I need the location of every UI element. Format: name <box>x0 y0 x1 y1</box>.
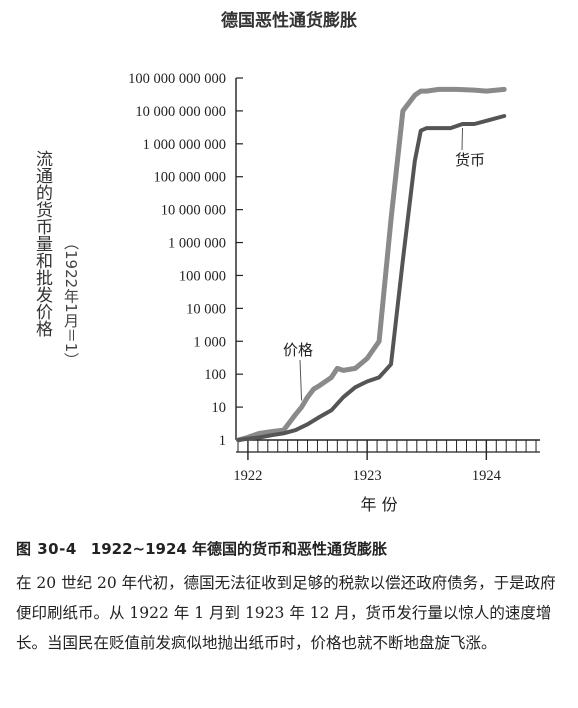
y-tick-label: 10 000 <box>186 301 226 317</box>
money-label-pointer <box>461 127 464 151</box>
caption-body: 在 20 世纪 20 年代初，德国无法征收到足够的税款以偿还政府债务，于是政府便… <box>16 574 556 652</box>
x-tick-label: 1924 <box>472 468 502 484</box>
figure-title: 1922~1924 年德国的货币和恶性通货膨胀 <box>90 540 388 558</box>
y-tick-label: 100 000 000 000 <box>128 71 226 87</box>
y-tick-label: 10 000 000 000 <box>135 104 226 120</box>
money-series-label: 货币 <box>455 151 485 169</box>
price-label-pointer <box>299 359 303 401</box>
chart-canvas: 1 10 100 1 000 10 000 100 000 1 000 000 10 000 … <box>128 71 540 514</box>
y-tick-label: 10 <box>212 400 227 416</box>
x-axis-title: 年 份 <box>361 495 398 514</box>
x-tick-label: 1922 <box>233 468 262 484</box>
y-axis-note: （1922年1月＝1） <box>62 235 80 368</box>
y-tick-label: 1 000 000 000 <box>143 137 226 153</box>
money-line <box>236 114 507 442</box>
figure-caption: 图 30-4 1922~1924 年德国的货币和恶性通货膨胀 <box>16 538 568 559</box>
y-axis-title: 流通的货币量和批发价格 <box>32 150 52 337</box>
price-series-label: 价格 <box>283 341 313 359</box>
figure-number: 图 30-4 <box>16 540 77 558</box>
y-tick-label: 100 <box>204 367 226 383</box>
price-line <box>235 86 507 443</box>
y-tick-label: 1 <box>219 433 226 449</box>
y-tick-label: 1 000 <box>193 334 226 350</box>
y-tick-label: 1 000 000 <box>168 236 226 252</box>
y-tick-label: 100 000 <box>179 268 226 284</box>
y-tick-label: 100 000 000 <box>154 170 227 186</box>
chart-title: 德国恶性通货膨胀 <box>221 11 357 31</box>
y-tick-label: 10 000 000 <box>161 203 226 219</box>
x-tick-label: 1923 <box>353 468 382 484</box>
